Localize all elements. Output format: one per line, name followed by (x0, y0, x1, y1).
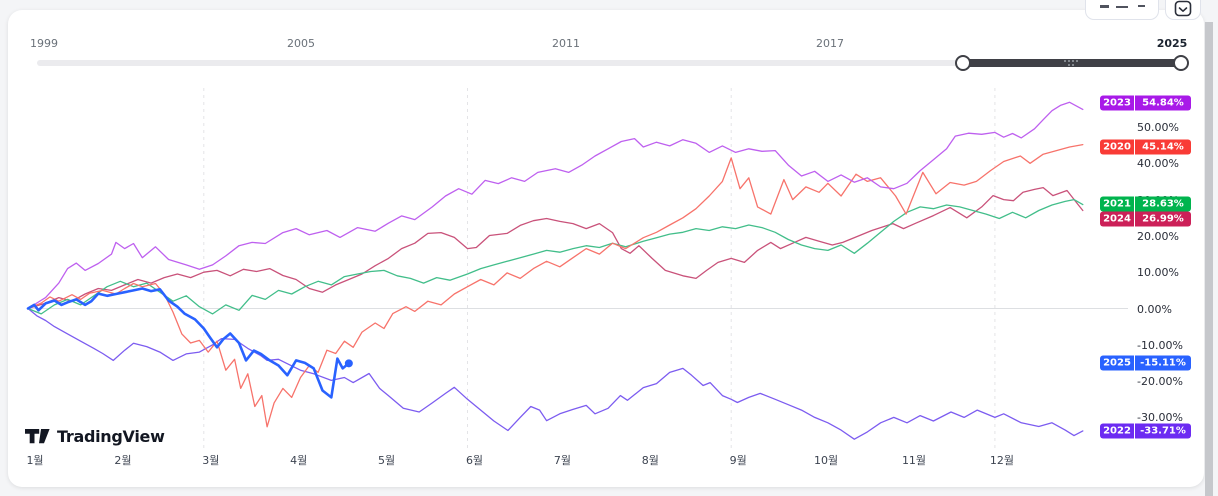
badge-2022: 2022 -33.71% (1100, 423, 1191, 439)
x-tick-label: 9월 (729, 454, 747, 467)
badge-value-label: -33.71% (1135, 423, 1191, 439)
tradingview-logo-text: TradingView (57, 427, 165, 446)
badge-value-label: 45.14% (1135, 139, 1191, 155)
timeline-year-label: 2005 (287, 37, 315, 50)
y-tick-label: -10.00% (1137, 338, 1183, 352)
badge-2020: 2020 45.14% (1100, 139, 1191, 155)
timeline-year-label-end: 2025 (1156, 37, 1188, 50)
x-tick-label: 7월 (553, 454, 571, 467)
badge-value-label: 28.63% (1135, 196, 1191, 212)
timeline-year-label: 1999 (30, 37, 58, 50)
x-tick-label: 5월 (378, 454, 396, 467)
badge-2025: 2025 -15.11% (1100, 355, 1191, 371)
period-dropdown-button[interactable] (1085, 0, 1159, 20)
x-tick-label: 4월 (290, 454, 308, 467)
badge-year-label: 2023 (1100, 95, 1134, 111)
timeline-slider-track[interactable] (37, 60, 1183, 66)
x-tick-label: 6월 (465, 454, 484, 467)
y-tick-label: -30.00% (1137, 411, 1183, 425)
x-tick-label: 8월 (641, 454, 659, 467)
badge-2023: 2023 54.84% (1100, 95, 1191, 111)
x-tick-label: 2월 (114, 454, 132, 467)
timeline-selected-range[interactable] (962, 59, 1180, 67)
badge-year-label: 2025 (1100, 355, 1134, 371)
slider-handle-left[interactable] (955, 55, 971, 71)
tradingview-logo-icon (25, 429, 50, 444)
y-tick-label: 10.00% (1137, 266, 1179, 280)
clipped-text-fragment (1116, 6, 1128, 8)
timeline-year-label: 2017 (816, 37, 844, 50)
y-tick-label: 50.00% (1137, 121, 1179, 134)
y-tick-label: 40.00% (1137, 157, 1179, 171)
badge-year-label: 2021 (1100, 196, 1134, 212)
badge-year-label: 2024 (1100, 211, 1134, 227)
x-tick-label: 12월 (989, 454, 1014, 467)
clipped-chevron-fragment (1138, 5, 1145, 7)
slider-grip-dots-icon[interactable] (1064, 60, 1078, 66)
x-tick-label: 3월 (202, 454, 220, 467)
y-tick-label: -20.00% (1137, 375, 1183, 389)
timeline-year-label: 2011 (552, 37, 580, 50)
badge-year-label: 2022 (1100, 423, 1134, 439)
x-tick-label: 11월 (901, 454, 927, 467)
badge-year-label: 2020 (1100, 139, 1134, 155)
slider-handle-right[interactable] (1173, 55, 1189, 71)
scrollbar[interactable] (1205, 22, 1213, 496)
badge-2024: 2024 26.99% (1100, 211, 1191, 227)
y-tick-label: 0.00% (1137, 302, 1172, 316)
chart-card (8, 10, 1204, 487)
x-tick-label: 10월 (814, 454, 839, 467)
badge-value-label: -15.11% (1135, 355, 1191, 371)
tradingview-logo[interactable]: TradingView (25, 427, 165, 446)
x-tick-label: 1월 (26, 454, 44, 467)
export-box-chevron-down-icon (1174, 0, 1192, 17)
y-tick-label: 20.00% (1137, 229, 1179, 243)
badge-2021: 2021 28.63% (1100, 196, 1191, 212)
badge-value-label: 54.84% (1135, 95, 1191, 111)
export-button[interactable] (1165, 0, 1201, 20)
badge-value-label: 26.99% (1135, 211, 1191, 227)
clipped-text-fragment (1100, 5, 1109, 8)
